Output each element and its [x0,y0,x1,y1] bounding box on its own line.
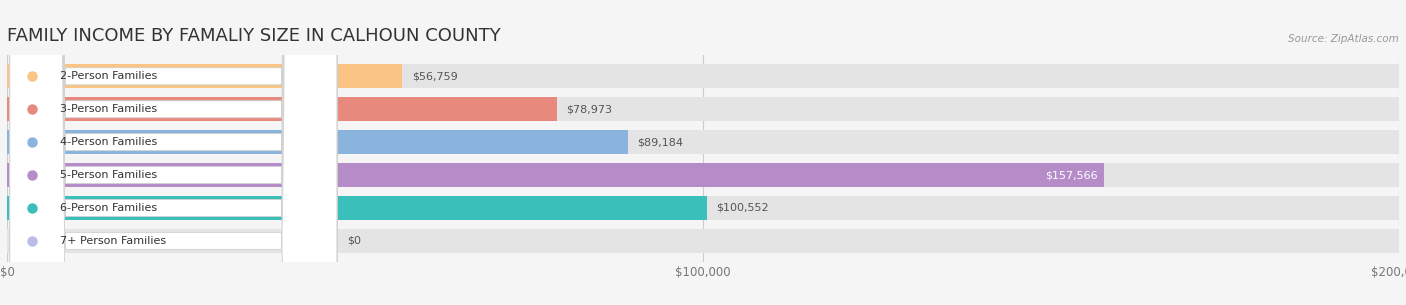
Bar [7,64,1399,88]
Text: $0: $0 [347,236,361,246]
FancyBboxPatch shape [10,0,337,305]
FancyBboxPatch shape [10,0,337,305]
Bar [7,163,1104,187]
Bar [7,64,402,88]
Text: FAMILY INCOME BY FAMALIY SIZE IN CALHOUN COUNTY: FAMILY INCOME BY FAMALIY SIZE IN CALHOUN… [7,27,501,45]
Text: 5-Person Families: 5-Person Families [60,170,157,180]
FancyBboxPatch shape [10,0,337,305]
Text: $157,566: $157,566 [1046,170,1098,180]
Bar [7,97,1399,121]
Bar [7,130,1399,154]
Text: 3-Person Families: 3-Person Families [60,104,157,114]
Bar [7,196,1399,220]
Text: 7+ Person Families: 7+ Person Families [60,236,166,246]
FancyBboxPatch shape [10,0,337,305]
Text: $100,552: $100,552 [717,203,769,213]
Text: Source: ZipAtlas.com: Source: ZipAtlas.com [1288,34,1399,44]
Text: 2-Person Families: 2-Person Families [60,71,157,81]
Text: 6-Person Families: 6-Person Families [60,203,157,213]
Text: $89,184: $89,184 [637,137,683,147]
Bar [7,229,1399,253]
Text: 4-Person Families: 4-Person Families [60,137,157,147]
Bar [7,97,557,121]
Bar [7,130,627,154]
Bar [7,163,1399,187]
FancyBboxPatch shape [10,0,337,305]
Text: $78,973: $78,973 [567,104,613,114]
Bar [7,196,707,220]
Text: $56,759: $56,759 [412,71,457,81]
FancyBboxPatch shape [10,0,337,305]
